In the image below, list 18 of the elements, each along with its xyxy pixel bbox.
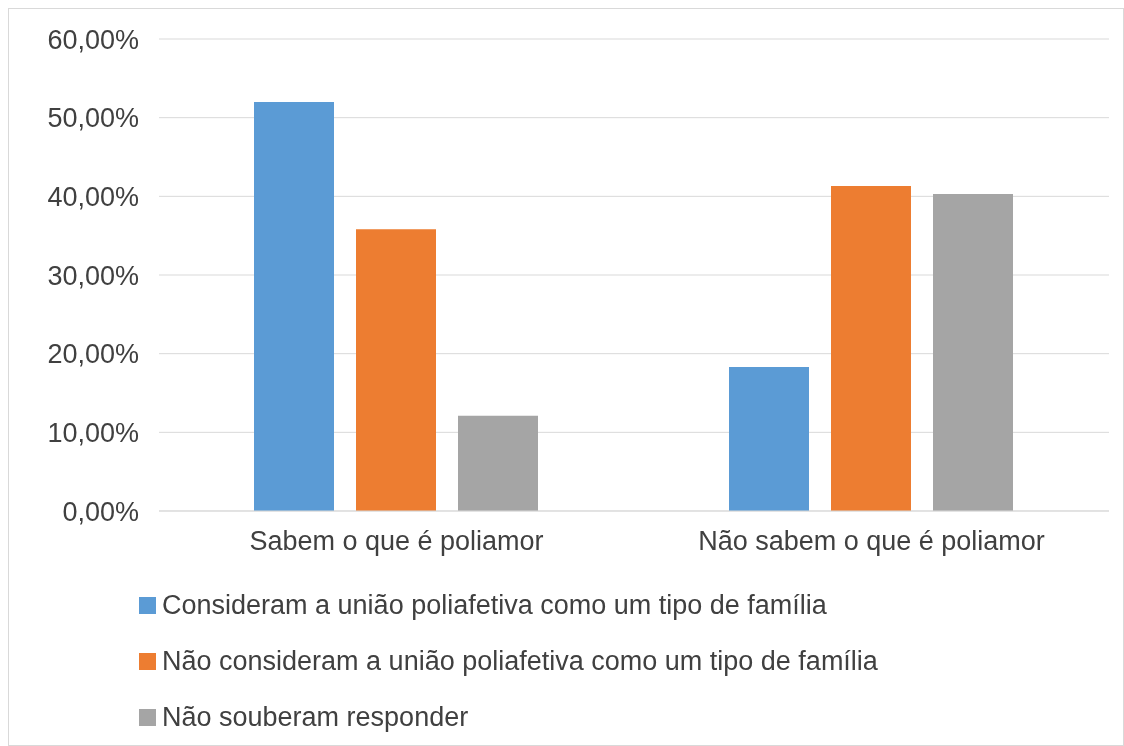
y-tick-label: 50,00% bbox=[47, 103, 139, 134]
legend-label: Não souberam responder bbox=[162, 701, 469, 733]
bar bbox=[458, 415, 538, 511]
bar bbox=[831, 186, 911, 511]
bar bbox=[729, 367, 809, 511]
y-tick-label: 60,00% bbox=[47, 24, 139, 55]
y-tick-label: 0,00% bbox=[62, 496, 139, 527]
bar bbox=[933, 193, 1013, 511]
y-tick-label: 40,00% bbox=[47, 181, 139, 212]
y-tick-label: 30,00% bbox=[47, 260, 139, 291]
bar bbox=[254, 101, 334, 511]
bar bbox=[356, 229, 436, 511]
y-tick-label: 20,00% bbox=[47, 339, 139, 370]
legend-label: Consideram a união poliafetiva como um tipo de família bbox=[162, 589, 827, 621]
y-tick-label: 10,00% bbox=[47, 417, 139, 448]
x-tick-label: Não sabem o que é poliamor bbox=[698, 526, 1045, 557]
legend-label: Não consideram a união poliafetiva como um tipo de família bbox=[162, 645, 878, 677]
x-tick-label: Sabem o que é poliamor bbox=[249, 526, 544, 557]
